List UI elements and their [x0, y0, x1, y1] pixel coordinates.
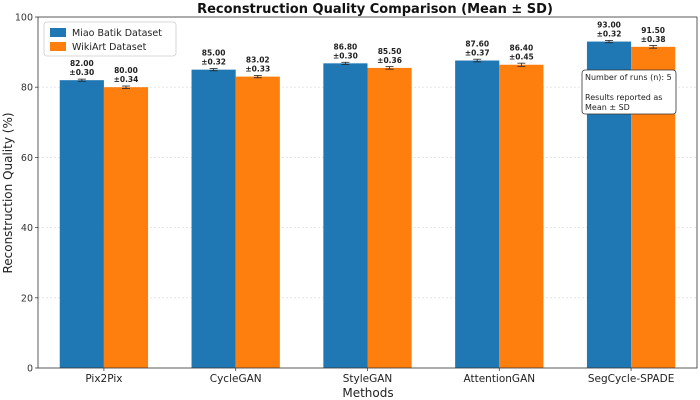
annotation-line: Number of runs (n): 5	[585, 73, 672, 82]
legend-swatch	[50, 42, 66, 51]
bar-miao	[455, 60, 500, 369]
bar-wikiart	[499, 64, 544, 369]
bar-error-label: ±0.32	[201, 58, 226, 67]
bar-value-label: 83.02	[246, 56, 270, 65]
x-tick-label: SegCycle-SPADE	[588, 373, 675, 385]
x-axis-title: Methods	[342, 386, 393, 400]
legend-swatch	[50, 28, 66, 37]
x-tick-label: CycleGAN	[210, 373, 262, 385]
legend-box	[43, 21, 177, 57]
bar-error-label: ±0.45	[509, 53, 534, 62]
legend-label: Miao Batik Dataset	[72, 28, 162, 39]
bar-value-label: 85.00	[202, 49, 226, 58]
legend-label: WikiArt Dataset	[72, 42, 147, 53]
bar-value-label: 91.50	[641, 26, 665, 35]
bar-error-label: ±0.32	[597, 30, 622, 39]
chart-title: Reconstruction Quality Comparison (Mean …	[197, 2, 553, 17]
annotation-box: Number of runs (n): 5 Results reported as…	[581, 69, 677, 115]
y-tick-label: 60	[21, 153, 33, 164]
x-tick-label: AttentionGAN	[463, 373, 535, 385]
annotation-line: Results reported as	[585, 93, 662, 102]
bar-miao	[191, 69, 236, 369]
y-axis-title: Reconstruction Quality (%)	[1, 112, 15, 273]
bar-wikiart	[235, 76, 280, 369]
bar-error-label: ±0.30	[333, 51, 358, 60]
bar-value-label: 93.00	[597, 21, 621, 30]
bar-value-label: 82.00	[70, 59, 94, 68]
bar-value-label: 80.00	[114, 66, 138, 75]
bar-error-label: ±0.30	[69, 68, 94, 77]
bar-value-label: 85.50	[378, 47, 402, 56]
y-tick-label: 40	[21, 223, 33, 234]
annotation-line: Mean ± SD	[585, 103, 630, 112]
y-tick-label: 80	[21, 83, 33, 94]
bar-error-label: ±0.34	[114, 75, 139, 84]
bar-error-label: ±0.38	[641, 35, 666, 44]
x-tick-label: Pix2Pix	[85, 373, 122, 385]
bar-error-label: ±0.33	[245, 65, 270, 74]
y-tick-label: 100	[15, 13, 33, 24]
legend: Miao Batik Dataset WikiArt Dataset	[43, 21, 177, 57]
bar-miao	[59, 80, 104, 369]
bar-value-label: 86.40	[510, 44, 534, 53]
y-tick-label: 0	[27, 364, 33, 375]
bar-value-label: 87.60	[465, 40, 489, 49]
x-tick-label: StyleGAN	[343, 373, 393, 385]
bar-miao	[323, 63, 368, 368]
bar-error-label: ±0.36	[377, 56, 402, 65]
y-tick-label: 20	[21, 293, 33, 304]
bar-wikiart	[103, 87, 149, 368]
plot-frame	[37, 16, 698, 369]
annotation-frame	[581, 69, 677, 115]
axes: 0 20 40 60 80 100 Pix2Pix CycleGAN StyleGAN Atten…	[15, 13, 698, 385]
bar-value-label: 86.80	[334, 42, 358, 51]
bar-wikiart	[367, 67, 412, 369]
bar-error-label: ±0.37	[465, 49, 490, 58]
